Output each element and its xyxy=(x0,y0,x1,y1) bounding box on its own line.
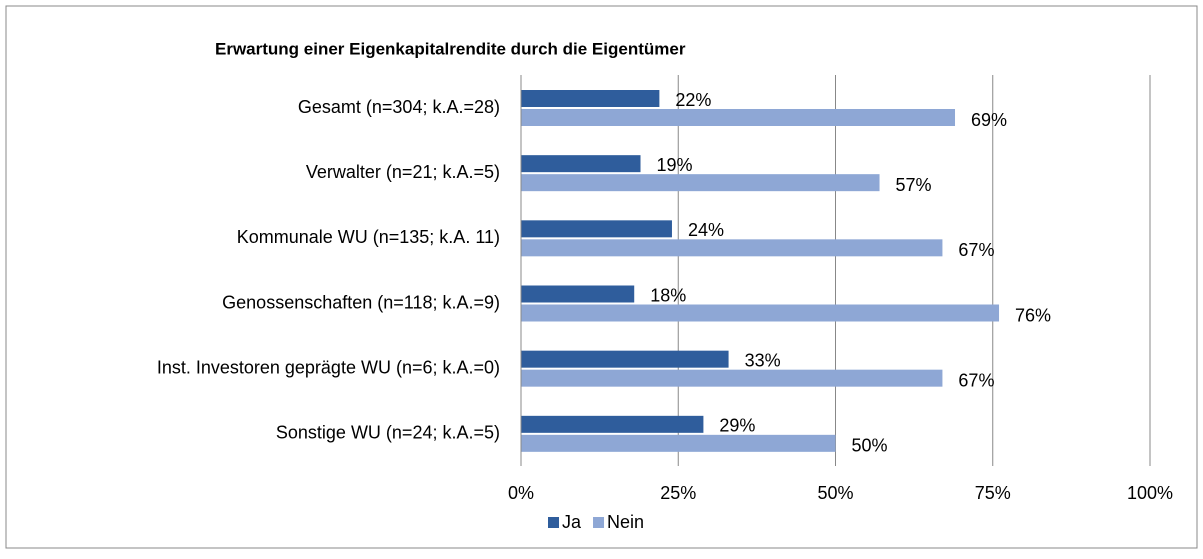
x-tick-label: 0% xyxy=(508,483,534,503)
category-label: Verwalter (n=21; k.A.=5) xyxy=(306,162,500,182)
data-label: 19% xyxy=(657,155,693,175)
x-tick-label: 100% xyxy=(1127,483,1173,503)
x-tick-label: 75% xyxy=(975,483,1011,503)
x-tick-label: 25% xyxy=(660,483,696,503)
legend-swatch xyxy=(593,517,605,528)
data-label: 33% xyxy=(745,350,781,370)
data-label: 76% xyxy=(1015,305,1051,325)
data-label: 69% xyxy=(971,110,1007,130)
legend-swatch xyxy=(548,517,559,528)
bar xyxy=(521,285,635,303)
data-label: 29% xyxy=(719,416,755,436)
category-label: Sonstige WU (n=24; k.A.=5) xyxy=(276,423,500,443)
legend-label: Ja xyxy=(562,512,582,532)
x-tick-label: 50% xyxy=(817,483,853,503)
category-label: Kommunale WU (n=135; k.A. 11) xyxy=(237,227,500,247)
chart-border xyxy=(5,5,1198,549)
bar xyxy=(521,434,836,452)
data-label: 50% xyxy=(852,436,888,456)
data-label: 22% xyxy=(675,90,711,110)
data-label: 57% xyxy=(896,175,932,195)
bar xyxy=(521,155,641,173)
bar xyxy=(521,304,1000,322)
category-label: Gesamt (n=304; k.A.=28) xyxy=(298,97,500,117)
data-label: 18% xyxy=(650,285,686,305)
category-label: Inst. Investoren geprägte WU (n=6; k.A.=… xyxy=(157,357,500,377)
bar xyxy=(521,350,729,368)
legend-label: Nein xyxy=(607,512,644,532)
chart-title: Erwartung einer Eigenkapitalrendite durc… xyxy=(215,39,686,58)
data-label: 67% xyxy=(958,370,994,390)
bar xyxy=(521,109,956,126)
category-label: Genossenschaften (n=118; k.A.=9) xyxy=(222,292,500,312)
bar xyxy=(521,174,880,192)
bar xyxy=(521,239,943,257)
bar xyxy=(521,90,660,107)
data-label: 24% xyxy=(688,220,724,240)
bar xyxy=(521,220,672,238)
bar xyxy=(521,369,943,387)
bar xyxy=(521,415,704,433)
data-label: 67% xyxy=(958,240,994,260)
